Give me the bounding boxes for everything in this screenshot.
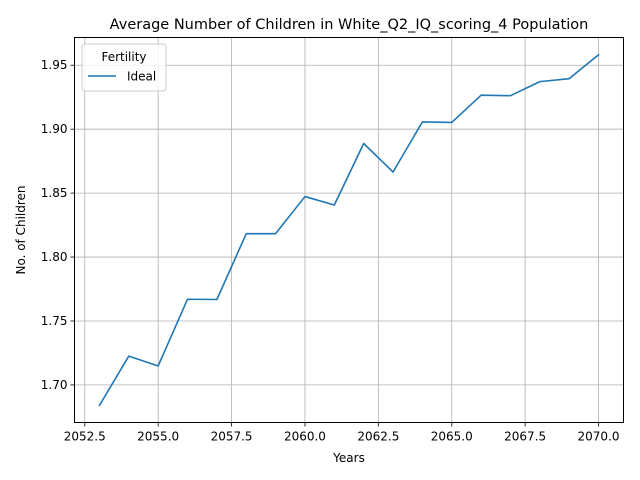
legend-box bbox=[81, 43, 167, 92]
x-axis-title: Years bbox=[332, 451, 365, 465]
y-tick-label: 1.95 bbox=[41, 58, 68, 72]
data-point bbox=[598, 54, 600, 56]
grid bbox=[74, 37, 624, 423]
x-tick-label: 2070.0 bbox=[578, 430, 620, 444]
legend-label-ideal: Ideal bbox=[127, 70, 156, 84]
data-point bbox=[304, 196, 306, 198]
data-point bbox=[510, 95, 512, 97]
data-point bbox=[187, 298, 189, 300]
data-point bbox=[363, 143, 365, 145]
x-tick-label: 2067.5 bbox=[504, 430, 546, 444]
series-line-ideal bbox=[98, 53, 600, 407]
x-tick-label: 2065.0 bbox=[431, 430, 473, 444]
y-tick-label: 1.75 bbox=[41, 314, 68, 328]
data-point bbox=[451, 122, 453, 124]
data-point bbox=[334, 204, 336, 206]
x-tick-label: 2055.0 bbox=[137, 430, 179, 444]
legend: Fertility Ideal bbox=[81, 43, 167, 92]
x-axis-ticks: 2052.5 2055.0 2057.5 2060.0 2062.5 2065.0 2067… bbox=[64, 422, 620, 444]
plot-frame bbox=[74, 37, 624, 423]
data-point bbox=[216, 299, 218, 301]
data-point bbox=[99, 405, 101, 407]
data-point bbox=[157, 365, 159, 367]
data-point bbox=[480, 94, 482, 96]
data-point bbox=[128, 355, 130, 357]
x-tick-label: 2062.5 bbox=[357, 430, 399, 444]
y-axis-title: No. of Children bbox=[14, 185, 28, 274]
data-point bbox=[245, 233, 247, 235]
chart-title: Average Number of Children in White_Q2_I… bbox=[110, 17, 589, 33]
x-tick-label: 2060.0 bbox=[284, 430, 326, 444]
x-tick-label: 2052.5 bbox=[64, 430, 106, 444]
data-point bbox=[568, 78, 570, 80]
y-axis-ticks: 1.70 1.75 1.80 1.85 1.90 1.95 bbox=[41, 58, 75, 392]
y-tick-label: 1.80 bbox=[41, 250, 68, 264]
data-point bbox=[539, 81, 541, 83]
data-point bbox=[422, 121, 424, 123]
data-point bbox=[392, 171, 394, 173]
x-tick-label: 2057.5 bbox=[211, 430, 253, 444]
y-tick-label: 1.70 bbox=[41, 378, 68, 392]
y-tick-label: 1.90 bbox=[41, 122, 68, 136]
series-layer bbox=[98, 53, 600, 407]
legend-title: Fertility bbox=[101, 50, 146, 64]
y-tick-label: 1.85 bbox=[41, 186, 68, 200]
data-point bbox=[275, 233, 277, 235]
